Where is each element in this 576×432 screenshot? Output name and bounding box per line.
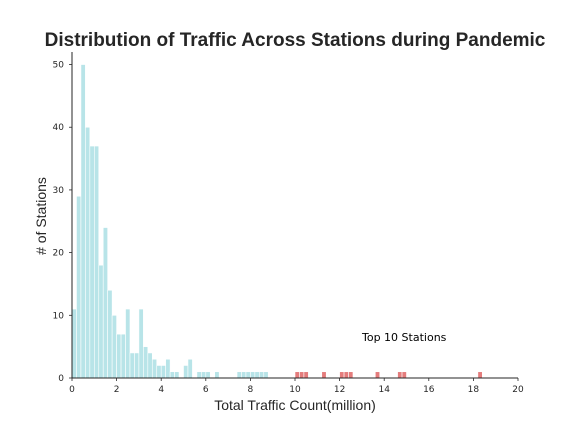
station-bar (94, 145, 100, 379)
x-axis-label: Total Traffic Count(million) (214, 397, 376, 413)
station-bar (165, 358, 171, 379)
station-bar (174, 371, 180, 379)
top-stations-bars (294, 371, 483, 379)
station-bar (245, 371, 251, 379)
x-tick-label: 10 (289, 385, 301, 395)
y-axis-label: # of Stations (33, 177, 49, 255)
station-bar (187, 358, 193, 379)
top-station-bar (348, 371, 354, 379)
top-station-bar (321, 371, 327, 379)
station-bar (80, 64, 86, 379)
station-bar (111, 315, 117, 379)
top-station-bar (343, 371, 349, 379)
x-tick-label: 8 (248, 385, 254, 395)
x-tick-label: 2 (114, 385, 120, 395)
top-station-bar (303, 371, 309, 379)
station-bar (125, 308, 131, 379)
x-tick-label: 0 (69, 385, 75, 395)
x-tick-label: 4 (158, 385, 164, 395)
station-bar (250, 371, 256, 379)
x-tick-label: 16 (423, 385, 435, 395)
station-bar (183, 365, 189, 379)
top-station-bar (401, 371, 407, 379)
top-station-bar (477, 371, 483, 379)
station-bar (116, 333, 122, 379)
station-bar (169, 371, 175, 379)
top-station-bar (299, 371, 305, 379)
y-tick-label: 30 (53, 186, 65, 196)
top-station-bar (339, 371, 345, 379)
station-bar (85, 126, 91, 379)
station-bar (259, 371, 265, 379)
station-bar (205, 371, 211, 379)
station-bar (129, 352, 135, 379)
station-bar (102, 227, 108, 379)
station-bar (89, 145, 95, 379)
station-bar (120, 333, 126, 379)
y-tick-label: 10 (53, 311, 65, 321)
x-tick-label: 18 (468, 385, 480, 395)
station-bar (98, 264, 104, 379)
y-tick-label: 50 (53, 61, 65, 71)
top-station-bar (374, 371, 381, 379)
station-bar (156, 365, 162, 379)
station-bar (241, 371, 247, 379)
y-tick-label: 40 (53, 123, 65, 133)
y-tick-label: 20 (53, 249, 65, 259)
station-bar (138, 308, 144, 379)
station-bar (151, 358, 158, 379)
station-bar (71, 308, 77, 379)
base-stations-bars (71, 64, 269, 379)
top-station-bar (397, 371, 403, 379)
top-station-bar (294, 371, 300, 379)
x-tick-label: 14 (378, 385, 390, 395)
station-bar (236, 371, 242, 379)
x-tick-label: 6 (203, 385, 209, 395)
y-axis-ticks: 0 10 20 30 40 50 (53, 61, 72, 384)
station-bar (214, 371, 220, 379)
station-bar (254, 371, 260, 379)
x-tick-label: 20 (512, 385, 524, 395)
station-bar (76, 195, 82, 379)
station-bar (107, 289, 113, 379)
top-stations-annotation: Top 10 Stations (361, 331, 447, 344)
station-bar (134, 352, 140, 379)
station-bar (147, 352, 153, 379)
y-tick-label: 0 (58, 374, 64, 384)
chart-title: Distribution of Traffic Across Stations … (45, 30, 546, 51)
station-bar (201, 371, 207, 379)
station-bar (160, 365, 166, 379)
x-axis-ticks: 0 2 4 6 8 10 12 14 16 18 20 (69, 378, 524, 395)
x-tick-label: 12 (334, 385, 345, 395)
station-bar (263, 371, 269, 379)
station-bar (143, 346, 149, 379)
station-bar (196, 371, 202, 379)
